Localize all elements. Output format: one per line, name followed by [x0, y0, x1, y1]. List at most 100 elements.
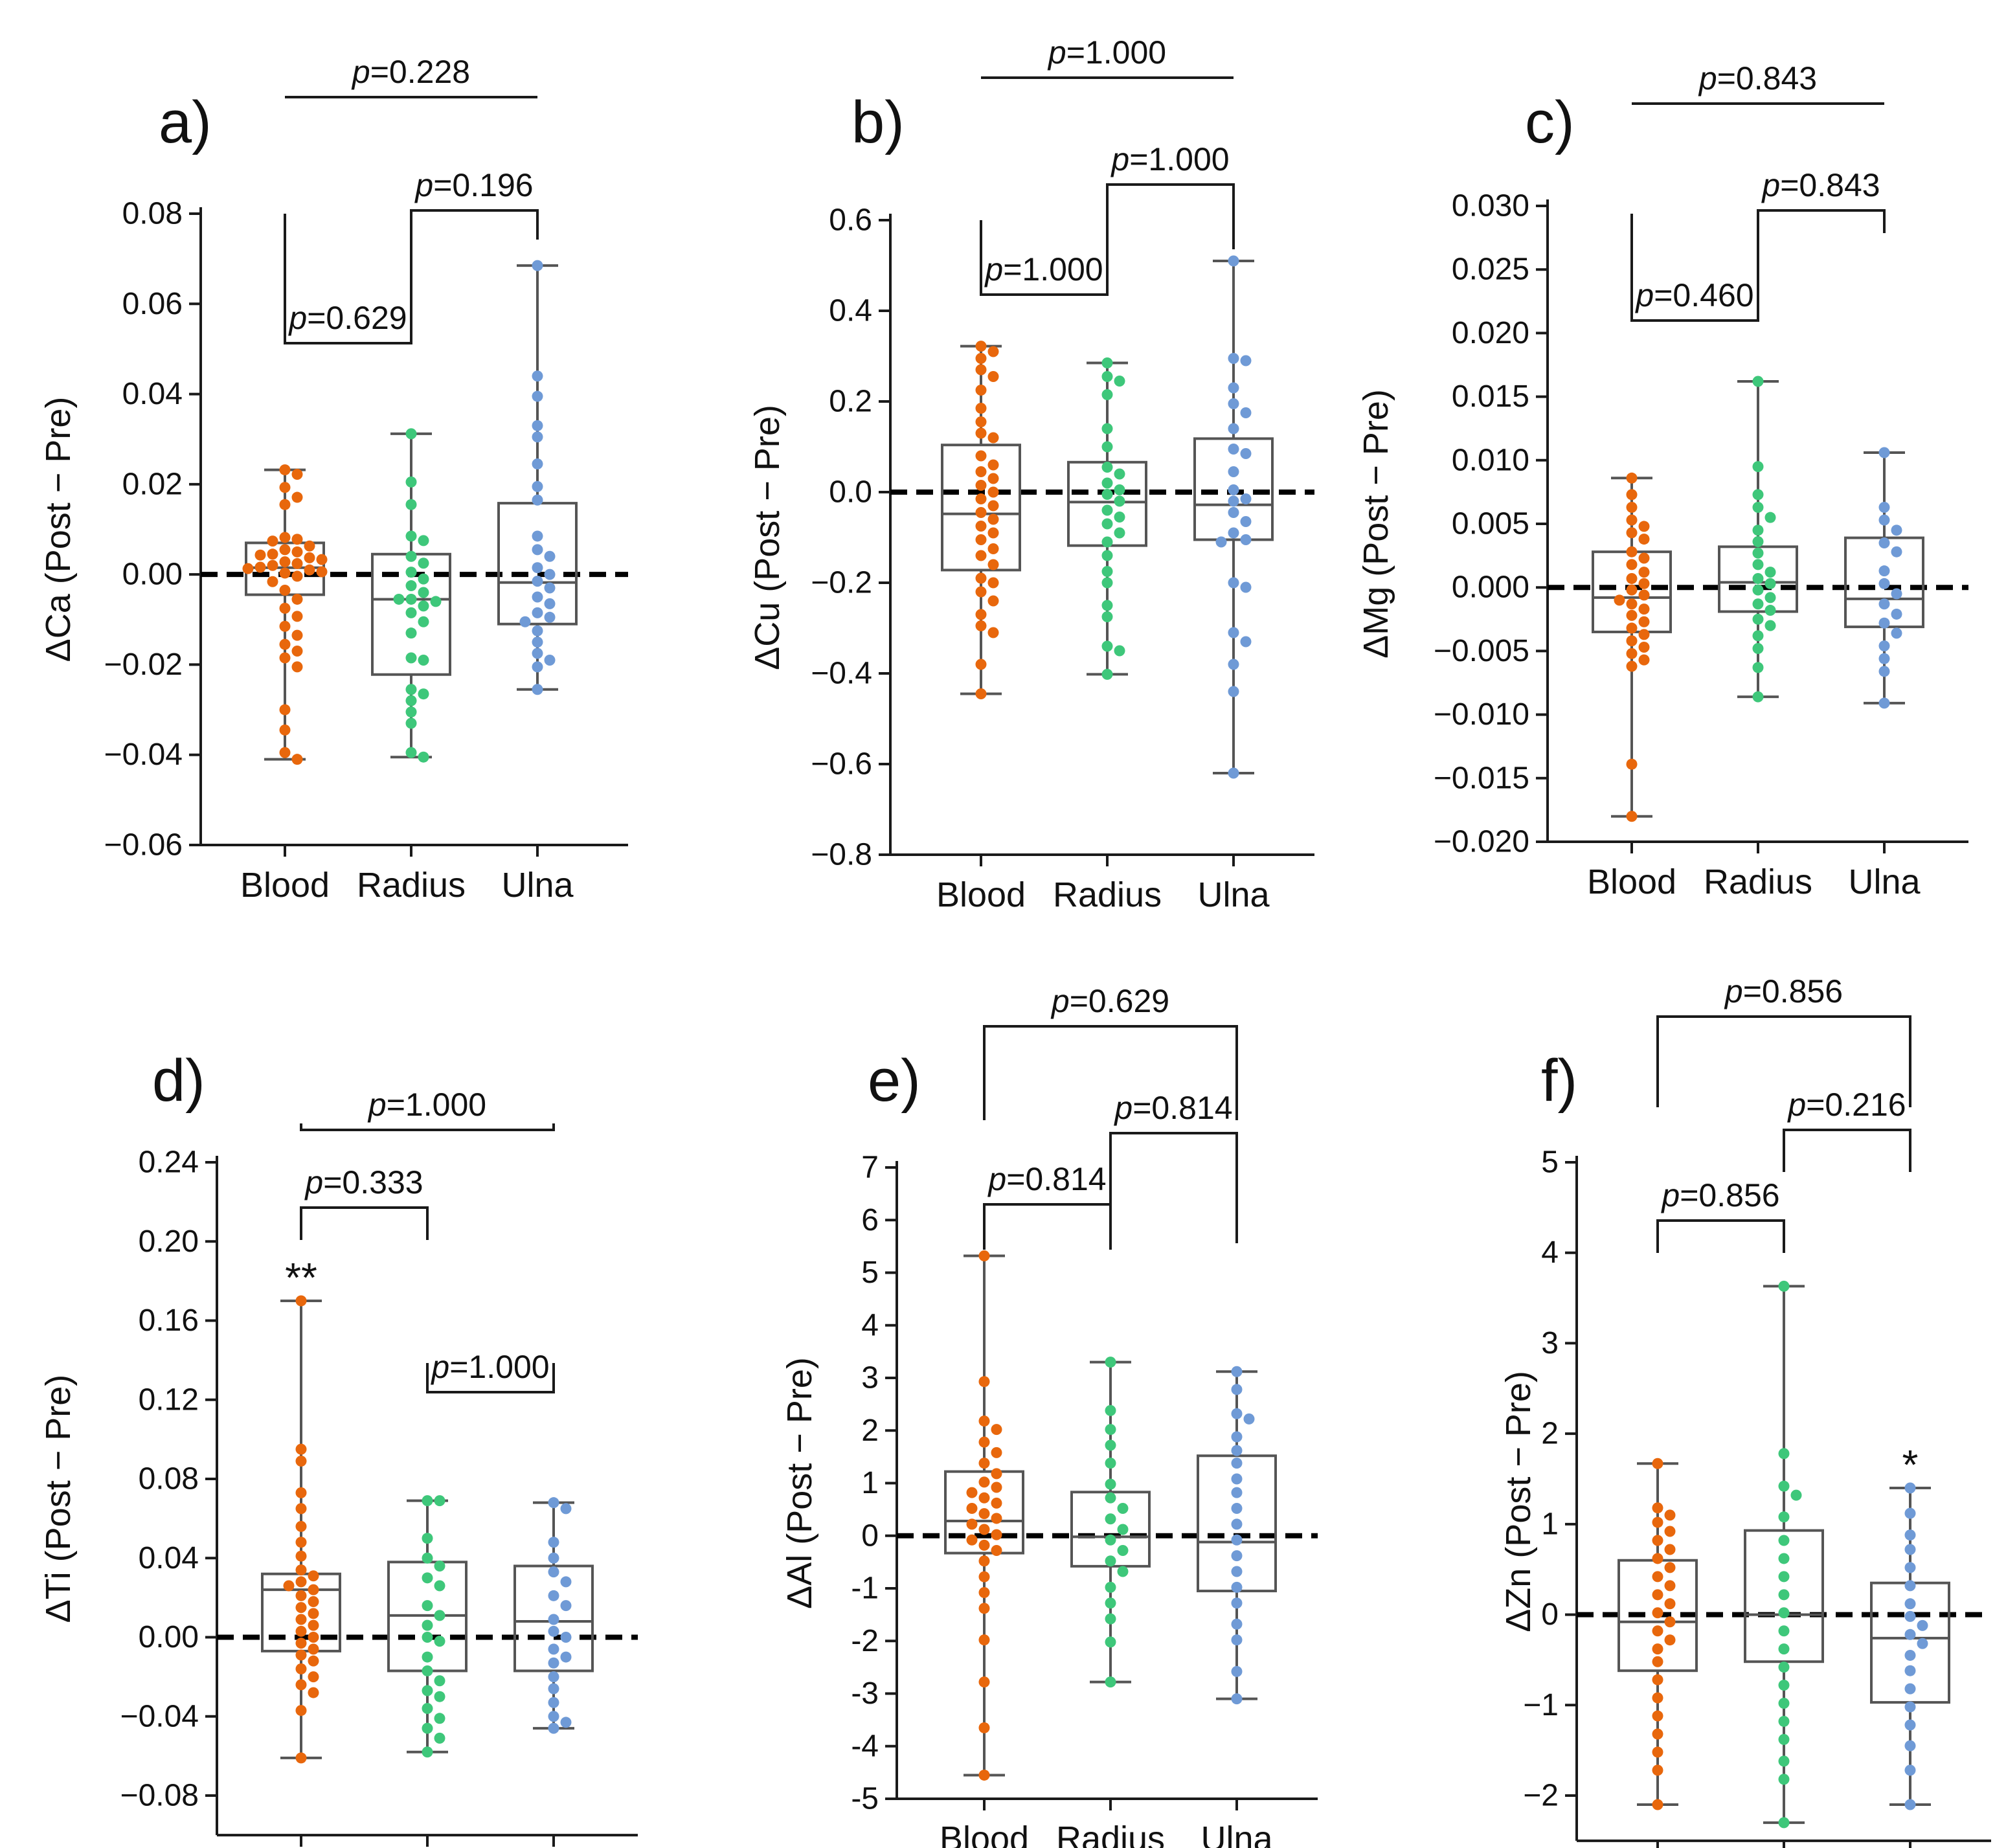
data-point [422, 1651, 433, 1663]
y-tick-label: −0.005 [1434, 634, 1529, 668]
data-point [1652, 1589, 1663, 1601]
data-point [1904, 1628, 1916, 1640]
data-point [405, 652, 417, 664]
data-point [560, 1503, 572, 1515]
data-point [991, 1529, 1002, 1540]
y-tick-label: -4 [851, 1729, 879, 1763]
y-tick-label: -2 [851, 1624, 879, 1658]
data-point [1105, 1513, 1116, 1525]
data-point [291, 558, 303, 569]
y-tick-label: 0.06 [122, 287, 183, 321]
series-blood [941, 341, 1021, 699]
data-point [532, 530, 543, 542]
data-point [1652, 1764, 1663, 1776]
y-tick-label: 5 [1541, 1145, 1559, 1180]
data-point [295, 1503, 307, 1515]
data-point [1778, 1589, 1790, 1601]
data-point [532, 684, 543, 695]
data-point [422, 1533, 433, 1544]
data-point [975, 385, 987, 396]
data-point [295, 1625, 307, 1637]
data-point [966, 1518, 978, 1530]
data-point [1101, 389, 1113, 400]
data-point [1228, 627, 1239, 638]
significance-marker: ** [285, 1254, 317, 1301]
data-point [532, 661, 543, 673]
data-point [316, 554, 328, 565]
data-point [1638, 578, 1650, 589]
data-point [1652, 1571, 1663, 1583]
data-point [1778, 1607, 1790, 1619]
p-value-label: p=0.843 [1761, 167, 1880, 203]
data-point [308, 1643, 319, 1655]
p-value-label: p=1.000 [430, 1349, 549, 1385]
data-point [1652, 1458, 1663, 1469]
data-point [987, 559, 999, 570]
data-point [1878, 537, 1890, 548]
data-point [1638, 654, 1650, 666]
comparison-bracket: p=0.333 [300, 1164, 429, 1240]
data-point [1626, 598, 1638, 610]
data-point [1626, 472, 1638, 484]
p-value-label: p=0.460 [1634, 277, 1753, 313]
data-point [532, 562, 543, 574]
data-point [308, 1687, 319, 1698]
y-tick-label: 0.20 [139, 1224, 199, 1259]
bracket-line [1783, 1129, 1911, 1172]
data-point [1114, 376, 1125, 387]
data-point [405, 593, 417, 605]
data-point [975, 659, 987, 670]
y-tick-label: 1 [1541, 1507, 1559, 1541]
data-point [295, 1443, 307, 1455]
panel-label: a) [159, 89, 212, 155]
data-point [1228, 255, 1239, 267]
bracket-line [983, 1025, 1238, 1120]
data-point [1240, 407, 1252, 418]
data-point [1778, 1680, 1790, 1691]
y-tick-label: −2 [1523, 1779, 1559, 1813]
data-point [987, 595, 999, 607]
data-point [1904, 1665, 1916, 1676]
data-point [279, 585, 291, 596]
data-point [1764, 605, 1776, 616]
data-point [1231, 1566, 1243, 1577]
y-tick-label: -5 [851, 1782, 879, 1816]
x-tick-label: Blood [1587, 862, 1676, 901]
data-point [1101, 611, 1113, 622]
data-point [267, 576, 278, 587]
data-point [1101, 518, 1113, 530]
data-point [1231, 1473, 1243, 1485]
data-point [1626, 489, 1638, 501]
y-tick-label: 2 [861, 1414, 879, 1448]
data-point [1752, 572, 1764, 584]
p-value-label: p=0.196 [414, 167, 533, 203]
data-point [1626, 811, 1638, 822]
data-point [422, 1495, 433, 1507]
y-tick-label: 0.005 [1452, 507, 1529, 541]
data-point [434, 1610, 445, 1621]
data-point [1228, 577, 1239, 589]
data-point [1752, 691, 1764, 703]
data-point [1240, 516, 1252, 527]
data-point [1101, 600, 1113, 611]
data-point [418, 573, 429, 585]
data-point [975, 416, 987, 427]
bracket-line [426, 1363, 555, 1393]
data-point [279, 704, 291, 716]
y-tick-label: 0.08 [139, 1462, 199, 1496]
data-point [405, 530, 417, 542]
data-point [1626, 609, 1638, 621]
y-tick-label: 2 [1541, 1417, 1559, 1451]
data-point [1228, 423, 1239, 434]
data-point [1626, 546, 1638, 558]
y-tick-label: 0.030 [1452, 189, 1529, 223]
data-point [1228, 353, 1239, 364]
data-point [279, 556, 291, 568]
data-point [1878, 640, 1890, 652]
series-ulna: * [1870, 1441, 1950, 1810]
bracket-line [983, 1203, 1112, 1250]
data-point [1228, 466, 1239, 477]
data-point [532, 260, 543, 271]
data-point [1664, 1526, 1676, 1537]
data-point [978, 1250, 990, 1261]
